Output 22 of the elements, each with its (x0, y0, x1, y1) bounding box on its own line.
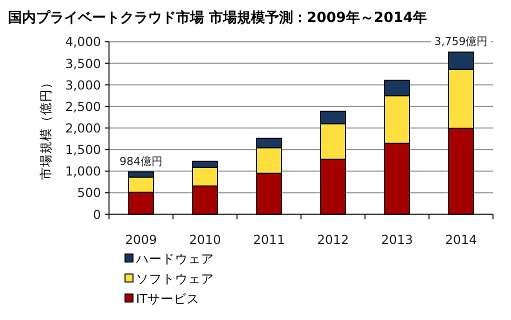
y-tick-label: 2,000 (65, 120, 102, 136)
legend-label: ソフトウェア (136, 271, 214, 286)
y-tick-label: 3,500 (65, 56, 102, 71)
y-tick-label: 4,000 (65, 34, 102, 50)
annotation: 3,759億円 (434, 35, 488, 48)
legend-label: ITサービス (136, 291, 200, 306)
x-tick-label: 2009 (125, 232, 157, 247)
y-tick-label: 500 (77, 185, 102, 200)
y-tick-label: 1,000 (65, 164, 102, 179)
x-tick-label: 2012 (317, 232, 349, 247)
x-tick-label: 2013 (381, 232, 413, 247)
x-tick-label: 2010 (189, 232, 221, 247)
y-tick-label: 2,500 (65, 98, 102, 114)
y-tick-label: 3,000 (65, 77, 102, 92)
y-axis-title: 市場規模（億円） (38, 76, 53, 180)
y-tick-label: 0 (93, 206, 102, 222)
y-tick-label: 1,500 (65, 142, 102, 158)
annotation: 984億円 (120, 154, 162, 168)
chart-title: 国内プライベートクラウド市場 市場規模予測：2009年～2014年 (8, 9, 427, 26)
legend-label: ハードウェア (135, 251, 214, 266)
x-tick-label: 2011 (253, 232, 285, 247)
x-tick-label: 2014 (445, 232, 477, 247)
